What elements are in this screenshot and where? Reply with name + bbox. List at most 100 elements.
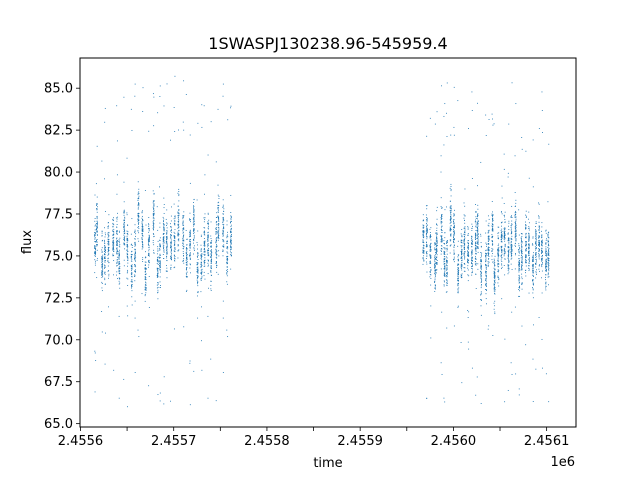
data-point (112, 229, 114, 231)
data-point (443, 272, 445, 274)
data-point (497, 235, 499, 237)
data-point (186, 264, 188, 266)
data-point (163, 213, 165, 214)
data-point (461, 234, 463, 236)
data-point (193, 234, 195, 236)
data-point (200, 280, 202, 281)
data-point (436, 254, 438, 256)
data-point (436, 240, 438, 242)
data-point (170, 267, 172, 269)
data-point (518, 258, 520, 260)
data-point (207, 246, 209, 248)
data-point (116, 240, 118, 241)
data-point (165, 246, 167, 248)
data-point (200, 236, 202, 237)
data-point (426, 252, 427, 254)
data-point (429, 267, 431, 268)
data-point (471, 240, 473, 242)
data-point (548, 243, 549, 245)
data-point (436, 244, 438, 246)
data-point (467, 234, 469, 236)
data-point (528, 244, 530, 246)
data-point (472, 268, 473, 270)
data-point (173, 231, 175, 233)
data-point (464, 257, 466, 259)
data-point (464, 270, 466, 272)
data-point (435, 250, 437, 252)
data-point (96, 239, 97, 241)
data-point (112, 226, 114, 228)
data-point (210, 241, 212, 243)
data-point (422, 234, 424, 236)
data-point (485, 242, 487, 244)
data-point (183, 258, 185, 260)
data-point (528, 234, 530, 236)
data-point (457, 240, 459, 242)
data-point (480, 277, 482, 279)
data-point (457, 273, 459, 274)
data-point (498, 246, 500, 248)
data-point (170, 235, 172, 236)
data-point (481, 267, 482, 269)
data-point (535, 264, 537, 265)
data-point (488, 254, 489, 256)
data-point (471, 367, 473, 369)
data-point (443, 274, 445, 276)
data-point (457, 289, 459, 291)
data-point (116, 238, 118, 240)
data-point (443, 259, 445, 261)
data-point (475, 235, 477, 237)
data-point (96, 223, 98, 225)
data-point (178, 210, 180, 212)
data-point (108, 249, 109, 251)
data-point (486, 254, 487, 256)
data-point (118, 264, 120, 266)
data-point (94, 238, 96, 240)
data-point (515, 223, 517, 225)
data-point (208, 222, 209, 224)
data-point (471, 260, 473, 261)
data-point (207, 239, 209, 241)
data-point (215, 261, 217, 263)
data-point (467, 245, 469, 247)
data-point (197, 263, 199, 264)
data-point (145, 224, 147, 226)
data-point (436, 224, 438, 225)
data-point (471, 272, 473, 274)
data-point (163, 224, 165, 226)
data-point (471, 253, 473, 255)
data-point (485, 285, 487, 287)
data-point (173, 245, 175, 247)
data-point (453, 233, 455, 235)
data-point (541, 234, 543, 236)
data-point (153, 229, 154, 231)
data-point (477, 213, 479, 215)
data-point (157, 261, 159, 263)
data-point (507, 237, 509, 239)
data-point (430, 337, 432, 339)
data-point (153, 213, 155, 215)
data-point (160, 246, 161, 248)
data-point (230, 105, 232, 107)
data-point (515, 224, 517, 226)
data-point (215, 233, 217, 235)
data-point (508, 248, 510, 250)
data-point (222, 222, 224, 223)
data-point (501, 268, 502, 270)
data-point (519, 276, 520, 278)
data-point (96, 224, 98, 226)
data-point (501, 249, 503, 251)
data-point (189, 254, 191, 256)
data-point (467, 251, 469, 253)
data-point (525, 228, 526, 230)
data-point (521, 268, 523, 270)
data-point (170, 242, 172, 243)
data-point (507, 254, 509, 256)
data-point (475, 250, 476, 252)
data-point (493, 308, 495, 310)
data-point (426, 230, 428, 232)
data-point (494, 282, 496, 284)
data-point (485, 289, 487, 290)
data-point (230, 242, 232, 243)
data-point (203, 262, 205, 264)
